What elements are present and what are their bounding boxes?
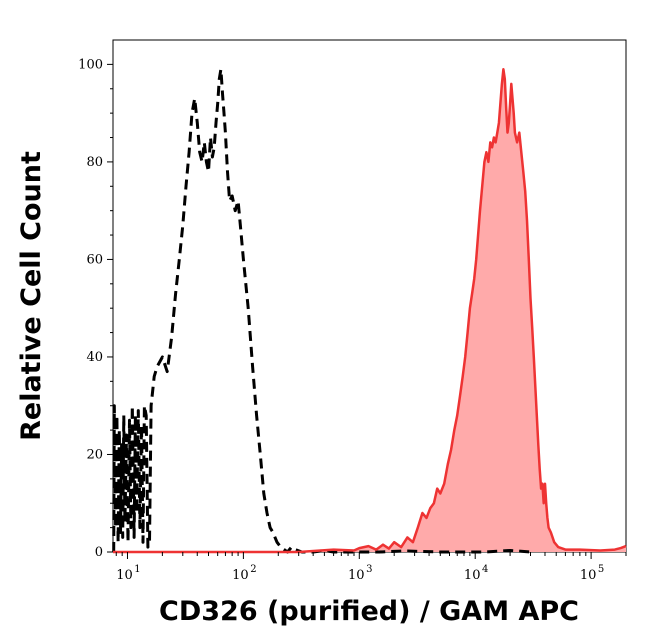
x-axis-title: CD326 (purified) / GAM APC <box>159 596 579 627</box>
x-tick-label: 10 <box>464 568 481 583</box>
series-1-area <box>113 69 626 553</box>
plot-frame <box>112 39 627 553</box>
x-axis-ticks: 10 1 10 2 10 3 10 4 10 5 <box>115 552 627 583</box>
y-tick-label: 40 <box>86 350 103 365</box>
y-axis-title: Relative Cell Count <box>16 151 47 441</box>
x-tick-label: 10 <box>116 568 133 583</box>
x-tick-exponent: 1 <box>134 564 140 575</box>
y-tick-label: 0 <box>95 545 103 560</box>
x-tick-exponent: 2 <box>250 564 256 575</box>
y-tick-label: 100 <box>78 57 103 72</box>
x-tick-label: 10 <box>232 568 249 583</box>
filled-series-layer <box>113 69 626 553</box>
x-tick-label: 10 <box>348 568 365 583</box>
series-0-line <box>112 67 531 554</box>
y-axis-ticks: 0 20 40 60 80 100 <box>78 57 113 560</box>
x-tick-exponent: 5 <box>598 564 604 575</box>
x-tick-exponent: 3 <box>366 564 372 575</box>
outline-series-layer <box>112 67 627 554</box>
x-tick-label: 10 <box>580 568 597 583</box>
y-tick-label: 80 <box>86 155 103 170</box>
series-1-line <box>113 68 627 554</box>
y-tick-label: 60 <box>86 252 103 267</box>
y-tick-label: 20 <box>86 447 103 462</box>
x-tick-exponent: 4 <box>482 564 488 575</box>
